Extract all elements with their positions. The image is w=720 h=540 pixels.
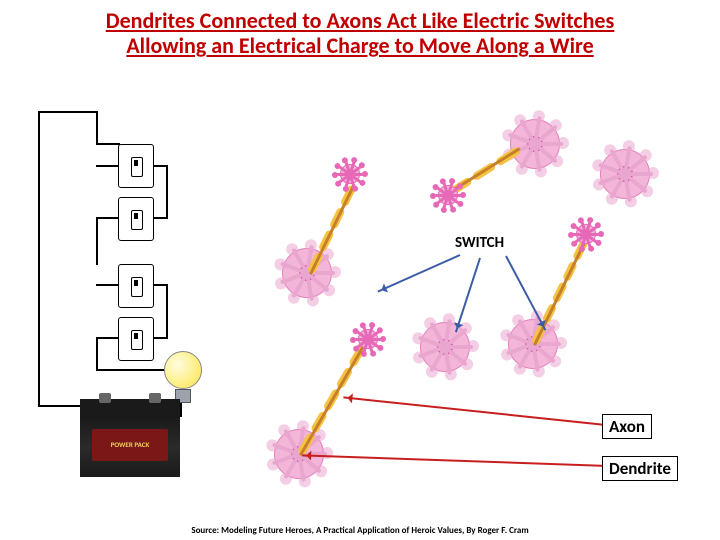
diagram-canvas: POWER PACKSWITCHAxonDendrite bbox=[0, 59, 720, 489]
slide-title: Dendrites Connected to Axons Act Like El… bbox=[0, 0, 720, 59]
source-citation: Source: Modeling Future Heroes, A Practi… bbox=[0, 525, 720, 536]
label-axon: Axon bbox=[602, 414, 652, 439]
label-dendrite: Dendrite bbox=[602, 456, 678, 481]
neuron-soma bbox=[420, 322, 470, 372]
label-switch: SWITCH bbox=[455, 234, 504, 252]
title-line-2: Allowing an Electrical Charge to Move Al… bbox=[20, 33, 700, 58]
title-line-1: Dendrites Connected to Axons Act Like El… bbox=[20, 8, 700, 33]
